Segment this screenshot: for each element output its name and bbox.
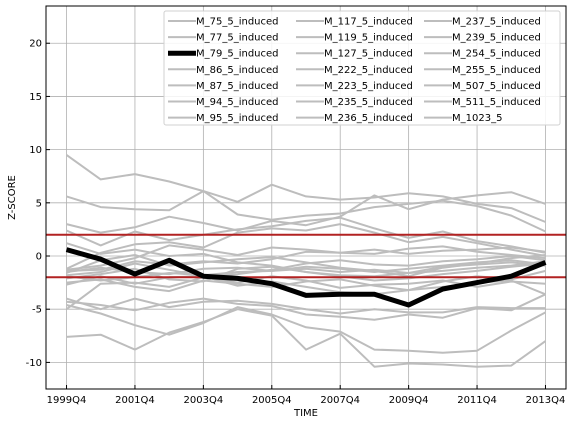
series-line-m-79-5-induced [65,247,547,308]
series-line-m-75-5-induced [65,154,546,223]
legend-label-m-86-5-induced: M_86_5_induced [196,65,279,76]
legend-label-m-119-5-induced: M_119_5_induced [324,33,413,44]
x-tick-label: 2009Q4 [389,395,429,406]
x-axis-ticks: 1999Q4 2001Q4 2003Q4 2005Q4 2007Q4 2009Q4 2011… [47,385,566,406]
legend-label-m-87-5-induced: M_87_5_induced [196,81,279,92]
series-line-m-511-5-induced [66,242,546,278]
series-line-m-236-5-induced [66,304,546,354]
series-line-m-119-5-induced [66,255,546,278]
x-tick-label: 2007Q4 [320,395,360,406]
series-line-m-255-5-induced [66,261,546,276]
legend-label-m-117-5-induced: M_117_5_induced [324,17,413,28]
legend-label-m-94-5-induced: M_94_5_induced [196,97,279,108]
y-tick-label: -5 [32,305,42,316]
y-axis-ticks: -10 -5 0 5 10 15 20 [26,39,50,369]
series-line-m-239-5-induced [66,308,547,368]
legend-label-m-511-5-induced: M_511_5_induced [452,97,541,108]
legend-label-m-222-5-induced: M_222_5_induced [324,65,413,76]
y-tick-label: 10 [29,145,42,156]
y-axis-label: Z-SCORE [7,175,18,220]
legend-label-m-223-5-induced: M_223_5_induced [324,81,413,92]
series-line-m-94-5-induced [66,223,546,270]
legend-box [163,10,561,126]
y-tick-label: 15 [29,92,42,103]
y-tick-label: -10 [26,358,42,369]
legend-label-m-77-5-induced: M_77_5_induced [196,33,279,44]
legend-label-m-254-5-induced: M_254_5_induced [452,49,541,60]
x-tick-label: 2013Q4 [526,395,566,406]
legend-label-m-235-5-induced: M_235_5_induced [324,97,413,108]
y-tick-label: 5 [36,198,42,209]
x-tick-label: 2005Q4 [252,395,292,406]
highlight-series [65,247,547,308]
legend-label-m-255-5-induced: M_255_5_induced [452,65,541,76]
series-line-m-77-5-induced [66,190,546,233]
series-line-m-507-5-induced [66,293,546,321]
legend: M_75_5_induced M_77_5_induced M_79_5_induc… [163,10,561,126]
x-tick-label: 2001Q4 [115,395,155,406]
series-line-m-254-5-induced [66,246,546,272]
legend-label-m-75-5-induced: M_75_5_induced [196,17,279,28]
x-tick-label: 2011Q4 [457,395,497,406]
x-tick-label: 2003Q4 [184,395,224,406]
legend-label-m-127-5-induced: M_127_5_induced [324,49,413,60]
legend-label-m-236-5-induced: M_236_5_induced [324,113,413,124]
legend-label-m-79-5-induced: M_79_5_induced [196,49,279,60]
legend-label-m-507-5-induced: M_507_5_induced [452,81,541,92]
y-tick-label: 0 [36,252,42,263]
series-line-m-1023-5 [66,259,546,282]
legend-label-m-1023-5: M_1023_5 [452,113,502,124]
legend-label-m-239-5-induced: M_239_5_induced [452,33,541,44]
plot-frame [45,5,567,390]
series-line-m-235-5-induced [66,297,546,315]
legend-label-m-95-5-induced: M_95_5_induced [196,113,279,124]
x-axis-label: TIME [293,408,318,419]
y-tick-label: 20 [29,39,42,50]
x-tick-label: 1999Q4 [47,395,87,406]
series-line-m-86-5-induced [66,191,546,234]
series-lines [46,154,566,368]
legend-label-m-237-5-induced: M_237_5_induced [452,17,541,28]
